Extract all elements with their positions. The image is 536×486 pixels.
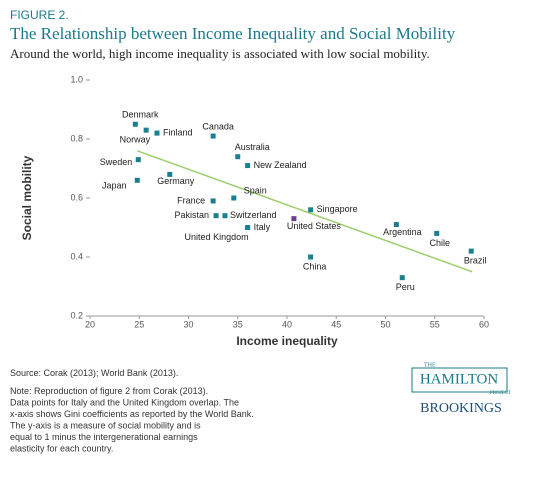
point xyxy=(132,121,138,127)
point-label: Sweden xyxy=(100,157,133,167)
point xyxy=(134,177,140,183)
point xyxy=(308,254,314,260)
point-label: Argentina xyxy=(383,227,422,237)
point-label: China xyxy=(303,261,327,271)
point-label: Japan xyxy=(102,181,127,191)
logo-the: THE xyxy=(424,362,436,368)
logo-project: PROJECT xyxy=(490,391,511,396)
point-label: Italy xyxy=(254,222,271,232)
point-label: United Kingdom xyxy=(185,232,249,242)
trendline xyxy=(137,150,473,273)
point xyxy=(222,213,228,219)
note-line: equal to 1 minus the intergenerational e… xyxy=(10,432,198,442)
y-tick-label: 1.0 xyxy=(70,74,83,84)
y-tick-label: 0.4 xyxy=(70,251,83,261)
point-label: Peru xyxy=(396,282,415,292)
point-label: Germany xyxy=(157,176,195,186)
point xyxy=(245,225,251,230)
point xyxy=(143,127,149,133)
point-label: Brazil xyxy=(464,255,487,265)
x-tick-label: 55 xyxy=(430,319,440,329)
point-label: Pakistan xyxy=(175,210,210,220)
y-tick-label: 0.6 xyxy=(70,192,83,202)
note-line: Data points for Italy and the United Kin… xyxy=(10,398,239,408)
logo-hamilton: HAMILTON xyxy=(420,371,499,387)
x-tick-label: 40 xyxy=(282,319,292,329)
point xyxy=(308,207,314,213)
note-line: x-axis shows Gini coefficients as report… xyxy=(10,409,254,419)
chart-title: The Relationship between Income Inequali… xyxy=(10,24,456,43)
point xyxy=(231,195,237,201)
point-label: Chile xyxy=(429,238,450,248)
point-label: France xyxy=(177,195,205,205)
x-tick-label: 60 xyxy=(479,319,489,329)
point xyxy=(434,230,440,236)
point xyxy=(213,213,219,219)
logo-brookings: BROOKINGS xyxy=(420,401,502,416)
point xyxy=(154,130,160,136)
x-tick-label: 45 xyxy=(331,319,341,329)
point-label: Singapore xyxy=(317,204,358,214)
point xyxy=(135,157,141,163)
point-label: Spain xyxy=(244,185,267,195)
point-label: New Zealand xyxy=(254,160,307,170)
x-tick-label: 30 xyxy=(183,319,193,329)
chart-subtitle: Around the world, high income inequality… xyxy=(10,46,430,61)
point xyxy=(235,154,241,160)
source: Source: Corak (2013); World Bank (2013). xyxy=(10,368,178,378)
point-label: Switzerland xyxy=(230,210,277,220)
point xyxy=(291,216,297,222)
point xyxy=(245,163,251,169)
point-label: Canada xyxy=(202,121,234,131)
point-label: Norway xyxy=(120,135,151,145)
logo-box xyxy=(411,367,508,393)
point xyxy=(399,275,405,281)
x-tick-label: 35 xyxy=(233,319,243,329)
x-axis-label: Income inequality xyxy=(236,334,338,348)
y-tick-label: 0.8 xyxy=(70,133,83,143)
y-tick-label: 0.2 xyxy=(70,310,83,320)
x-tick-label: 25 xyxy=(134,319,144,329)
note-line: Note: Reproduction of figure 2 from Cora… xyxy=(10,386,208,396)
point xyxy=(210,133,216,139)
figure-label: FIGURE 2. xyxy=(10,8,69,22)
point-label: United States xyxy=(287,221,342,231)
x-tick-label: 50 xyxy=(380,319,390,329)
point xyxy=(393,222,399,228)
x-tick-label: 20 xyxy=(85,319,95,329)
note-line: elasticity for each country. xyxy=(10,444,113,454)
point xyxy=(167,171,173,177)
point xyxy=(468,248,474,254)
point xyxy=(210,198,216,204)
point-label: Australia xyxy=(235,142,270,152)
point-label: Finland xyxy=(163,127,193,137)
point-label: Denmark xyxy=(122,110,159,120)
y-axis-label: Social mobility xyxy=(20,155,34,240)
note-line: The y-axis is a measure of social mobili… xyxy=(10,421,201,431)
